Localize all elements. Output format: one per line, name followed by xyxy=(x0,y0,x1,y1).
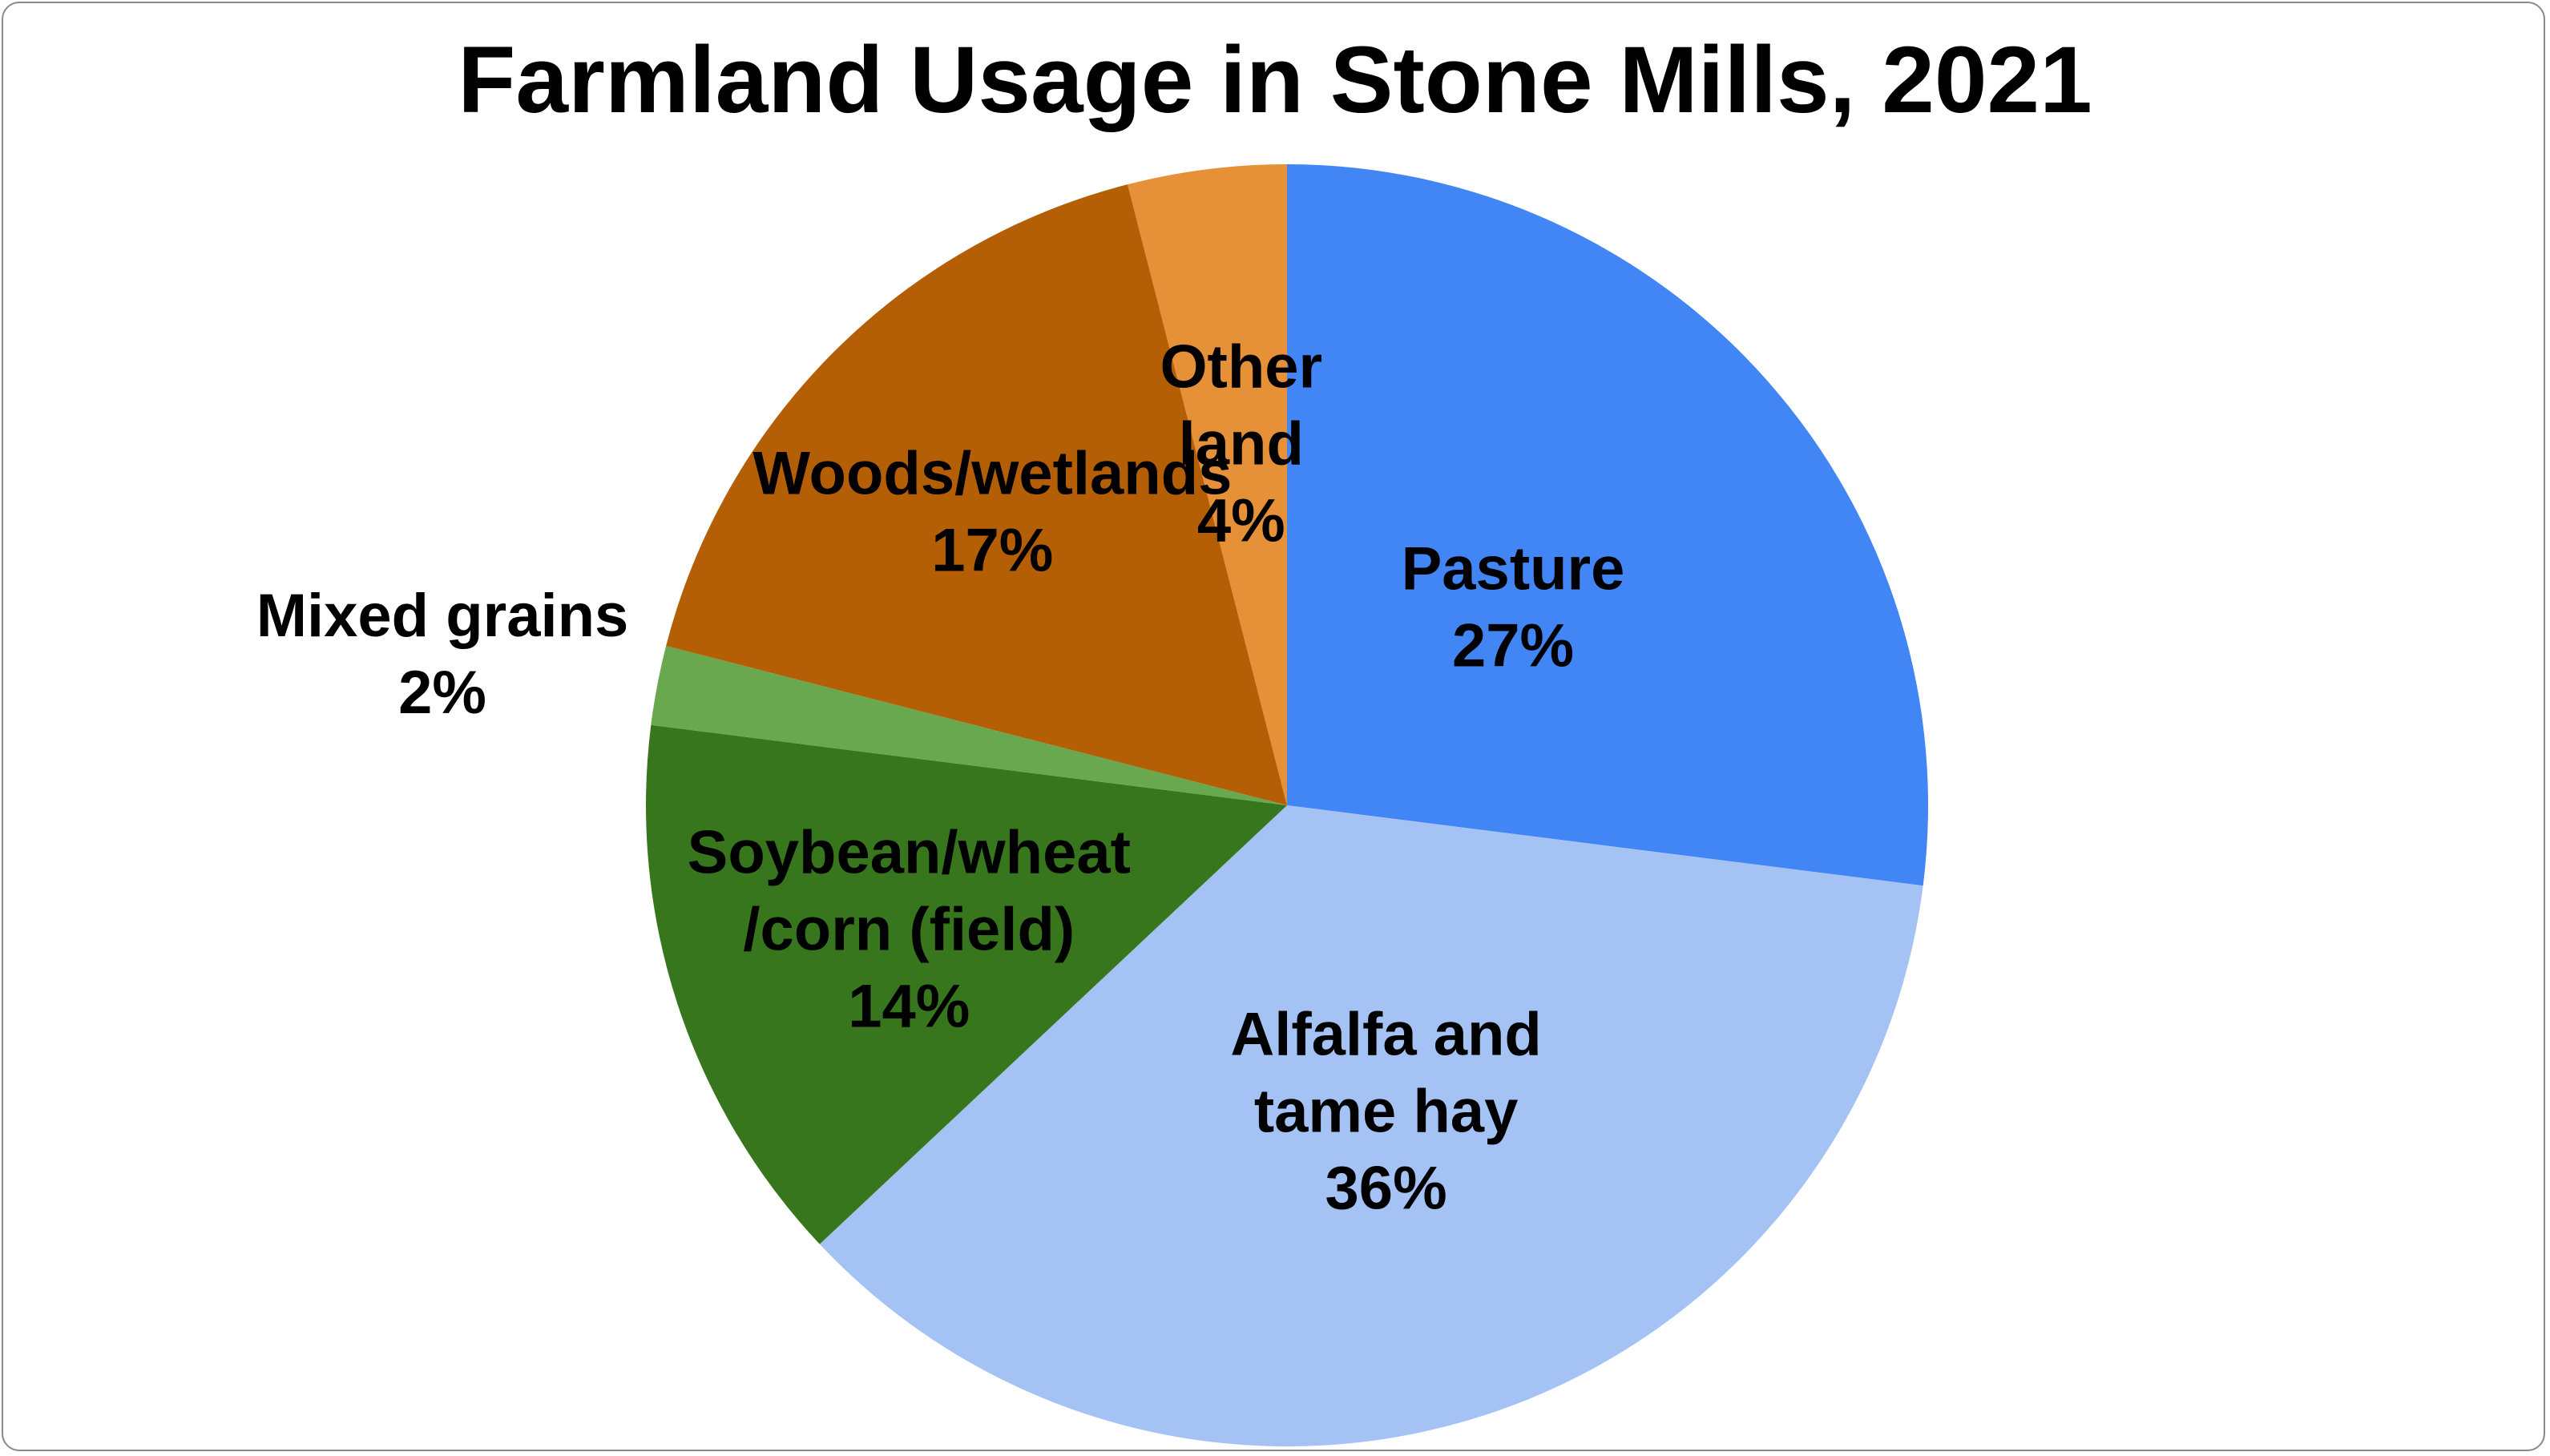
slice-percent-label: 17% xyxy=(931,516,1053,584)
slice-percent-label: 36% xyxy=(1325,1154,1447,1222)
slice-name-label: Pasture xyxy=(1402,534,1625,603)
pie-slice-soybean-wheat-corn-field xyxy=(646,724,1287,1244)
slice-name-label: tame hay xyxy=(1254,1077,1519,1145)
slice-name-label: Alfalfa and xyxy=(1230,1000,1542,1068)
slice-name-label: Other xyxy=(1160,333,1322,401)
slice-label-group: Pasture 27% xyxy=(1402,534,1625,680)
slice-percent-label: 4% xyxy=(1197,487,1285,555)
chart-title: Farmland Usage in Stone Mills, 2021 xyxy=(458,27,2092,133)
pie-slice-mixed-grains xyxy=(651,646,1287,805)
slice-name-label: land xyxy=(1179,410,1304,478)
slice-label-group: Mixed grains 2% xyxy=(256,582,629,727)
slice-label-group: Woods/wetlands 17% xyxy=(752,439,1232,584)
slice-label-group: Alfalfa and tame hay 36% xyxy=(1230,1000,1542,1222)
slice-name-label: /corn (field) xyxy=(743,895,1075,963)
slice-label-group: Other land 4% xyxy=(1160,333,1322,555)
slice-name-label: Mixed grains xyxy=(256,582,629,650)
slice-name-label: Soybean/wheat xyxy=(688,818,1131,886)
slice-percent-label: 27% xyxy=(1452,611,1574,680)
pie-slice-other-land xyxy=(1128,164,1287,805)
pie-slice-woods-wetlands xyxy=(666,184,1287,805)
slice-labels: Pasture 27% Alfalfa and tame hay 36% Soybean/… xyxy=(256,333,1625,1223)
slice-label-group: Soybean/wheat/corn (field) 14% xyxy=(688,818,1131,1040)
pie-slice-pasture xyxy=(1287,164,1928,886)
slice-name-label: Woods/wetlands xyxy=(752,439,1232,507)
pie-slice-alfalfa-and-tame-hay xyxy=(819,805,1923,1446)
slice-percent-label: 2% xyxy=(398,659,486,727)
pie-slices xyxy=(646,164,1928,1446)
slice-percent-label: 14% xyxy=(848,972,970,1040)
